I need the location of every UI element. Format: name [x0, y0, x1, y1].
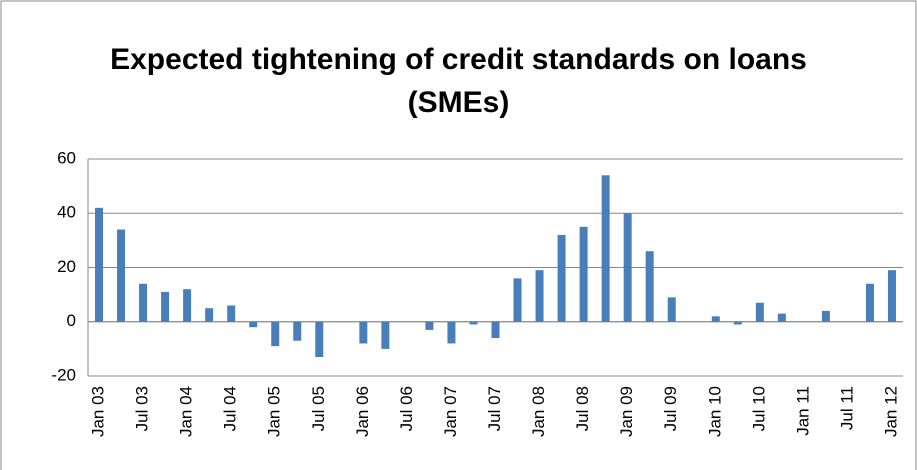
x-tick-label: Jan 05 [265, 386, 284, 437]
bar [579, 226, 588, 322]
x-tick-label: Jul 03 [133, 386, 152, 431]
bar [623, 213, 632, 322]
bar [469, 321, 478, 325]
y-tick-label: 60 [57, 148, 76, 167]
bar [183, 289, 192, 322]
bar [557, 234, 566, 322]
x-tick-label: Jul 08 [573, 386, 592, 431]
x-tick-label: Jan 11 [793, 386, 812, 436]
x-tick-label: Jan 10 [705, 386, 724, 437]
bar [227, 305, 236, 322]
bar [491, 321, 500, 339]
bar [315, 321, 324, 358]
bar [777, 313, 786, 322]
bar [601, 175, 610, 322]
y-tick-label: 40 [57, 203, 76, 222]
bar [821, 310, 830, 322]
bar [293, 321, 302, 341]
bar [271, 321, 280, 347]
bar [535, 270, 544, 322]
x-tick-label: Jul 07 [485, 386, 504, 431]
x-tick-label: Jan 12 [881, 386, 900, 437]
bar [645, 251, 654, 322]
bar [887, 270, 896, 322]
bar [425, 321, 434, 330]
y-tick-label: 20 [57, 257, 76, 276]
bar [667, 297, 676, 322]
bar [733, 321, 742, 325]
x-tick-label: Jan 04 [177, 386, 196, 437]
bar [161, 291, 170, 322]
bar [513, 278, 522, 322]
bar [381, 321, 390, 349]
y-tick-label: -20 [51, 365, 76, 384]
bar [359, 321, 368, 344]
bar [865, 283, 874, 322]
x-tick-label: Jan 07 [441, 386, 460, 437]
x-tick-label: Jan 08 [529, 386, 548, 437]
bar [711, 316, 720, 322]
bar [447, 321, 456, 344]
bar [249, 321, 258, 328]
bar [205, 308, 214, 322]
x-tick-label: Jul 04 [221, 386, 240, 431]
x-tick-label: Jul 10 [749, 386, 768, 431]
bar [139, 283, 148, 322]
x-tick-label: Jul 05 [309, 386, 328, 431]
x-tick-label: Jan 03 [88, 386, 107, 437]
bar [117, 229, 126, 322]
x-tick-label: Jul 09 [661, 386, 680, 431]
x-tick-label: Jan 09 [617, 386, 636, 437]
chart-title: Expected tightening of credit standards … [110, 43, 807, 119]
x-tick-label: Jan 06 [353, 386, 372, 437]
bar [755, 302, 764, 322]
bar [95, 207, 104, 322]
x-tick-label: Jul 11 [837, 386, 856, 430]
x-tick-label: Jul 06 [397, 386, 416, 431]
y-tick-label: 0 [67, 311, 76, 330]
